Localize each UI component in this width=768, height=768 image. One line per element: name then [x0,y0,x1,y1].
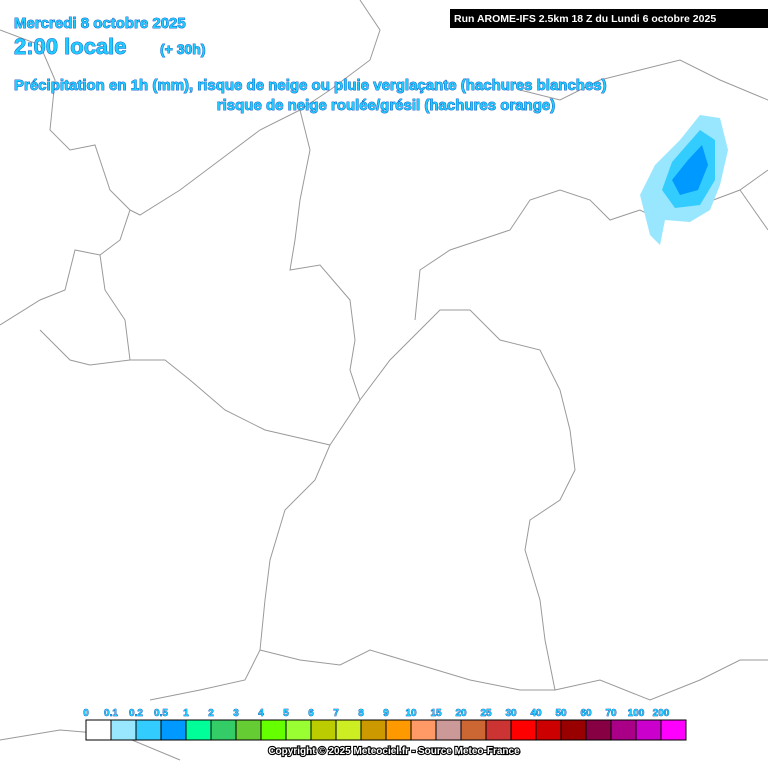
legend-label: 5 [283,708,289,719]
legend-label: 4 [258,708,264,719]
legend-swatch [410,719,437,741]
legend-swatch [285,719,312,741]
legend-swatch [560,719,587,741]
legend-swatch [635,719,662,741]
legend-label: 25 [480,708,492,719]
legend-label: 0.5 [154,708,168,719]
legend-label: 10 [405,708,417,719]
legend-swatch [535,719,562,741]
legend-swatch [335,719,362,741]
legend-label: 100 [628,708,645,719]
legend-swatch [460,719,487,741]
legend-label: 8 [358,708,364,719]
legend-swatch [160,719,187,741]
legend-label: 15 [430,708,442,719]
legend-label: 1 [183,708,189,719]
copyright: Copyright © 2025 Meteociel.fr - Source M… [268,746,520,757]
subtitle: Précipitation en 1h (mm), risque de neig… [14,77,607,94]
legend: 0 0.1 0.2 0.5 1 2 3 4 5 6 7 8 9 10 15 20 25 30 40 50 60 70 100… [83,708,687,741]
legend-swatch [660,719,687,741]
date: Mercredi 8 octobre 2025 [14,15,186,32]
legend-swatch [110,719,137,741]
legend-swatch [235,719,262,741]
legend-label: 0 [83,708,89,719]
legend-swatch [485,719,512,741]
time: 2:00 locale [14,34,127,59]
legend-swatch [510,719,537,741]
legend-swatch [585,719,612,741]
legend-label: 2 [208,708,214,719]
legend-swatch [135,719,162,741]
legend-label: 70 [605,708,617,719]
legend-swatch [85,719,112,741]
legend-label: 40 [530,708,542,719]
precip-heavy [672,145,708,195]
legend-label: 3 [233,708,239,719]
legend-swatch [260,719,287,741]
legend-label: 7 [333,708,339,719]
legend-label: 0.2 [129,708,143,719]
run-info: Run AROME-IFS 2.5km 18 Z du Lundi 6 octo… [454,13,716,25]
legend-swatch [210,719,237,741]
legend-label: 60 [580,708,592,719]
subtitle: risque de neige roulée/grésil (hachures … [217,97,555,114]
legend-swatch [435,719,462,741]
legend-label: 9 [383,708,389,719]
legend-label: 50 [555,708,567,719]
legend-label: 6 [308,708,314,719]
precipitation [640,115,728,245]
legend-label: 20 [455,708,467,719]
legend-label: 30 [505,708,517,719]
legend-swatch [310,719,337,741]
legend-swatch [385,719,412,741]
legend-label: 200 [653,708,670,719]
legend-label: 0.1 [104,708,118,719]
legend-swatch [360,719,387,741]
legend-swatch [185,719,212,741]
legend-swatch [610,719,637,741]
lead-time: (+ 30h) [160,41,206,57]
run-banner [450,9,768,28]
